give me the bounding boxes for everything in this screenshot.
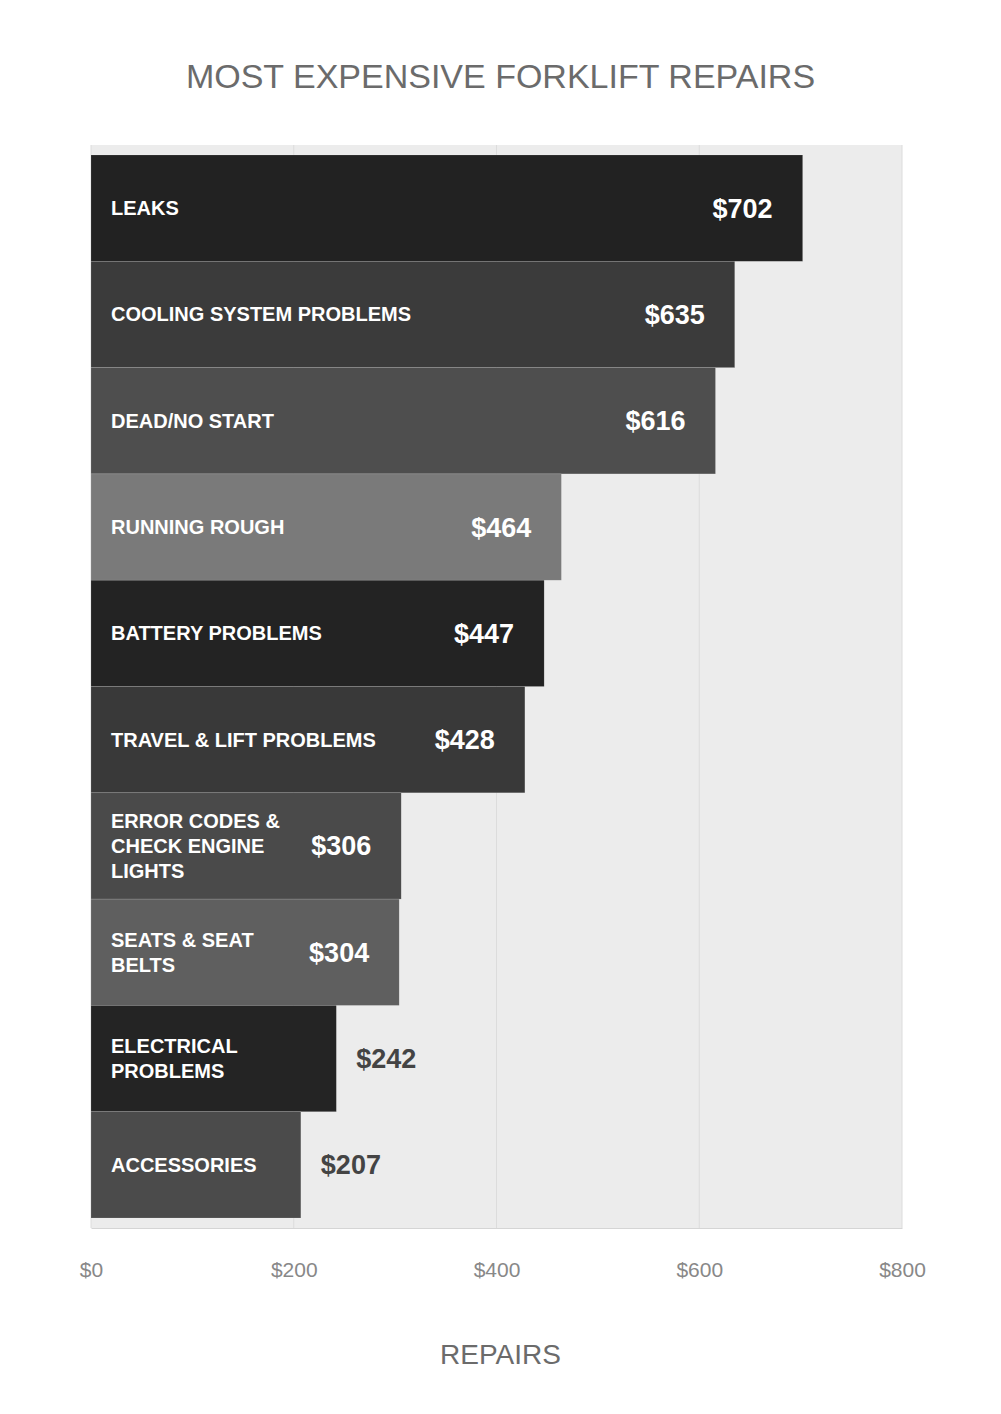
category-label: ERROR CODES &CHECK ENGINELIGHTS xyxy=(111,810,280,882)
bar xyxy=(91,1112,301,1218)
plot-background xyxy=(91,145,902,1228)
data-label: $428 xyxy=(435,725,495,755)
data-label: $464 xyxy=(471,513,531,543)
bars xyxy=(91,155,803,1218)
grid-line xyxy=(902,145,903,1228)
chart: MOST EXPENSIVE FORKLIFT REPAIRS $0 $200 $40… xyxy=(0,0,1001,1414)
axis-line xyxy=(92,1228,903,1229)
tick: $0 xyxy=(80,1228,103,1281)
tick: $600 xyxy=(676,1228,723,1281)
data-label: $616 xyxy=(625,406,685,436)
x-axis: $0 $200 $400 $600 $800 xyxy=(80,1228,926,1281)
bar xyxy=(91,1005,336,1111)
bar xyxy=(91,261,735,367)
axis-title: REPAIRS xyxy=(440,1339,561,1370)
category-label: TRAVEL & LIFT PROBLEMS xyxy=(111,729,376,751)
category-label: SEATS & SEATBELTS xyxy=(111,929,254,976)
labels: $702 LEAKS $635 COOLING SYSTEM PROBLEMS $616… xyxy=(111,194,773,1181)
tick-label: $0 xyxy=(80,1258,103,1281)
bar xyxy=(91,687,525,793)
category-label: RUNNING ROUGH xyxy=(111,516,284,538)
bar xyxy=(91,474,561,580)
tick: $200 xyxy=(271,1228,318,1281)
grid xyxy=(91,145,902,1228)
category-label: BATTERY PROBLEMS xyxy=(111,622,322,644)
data-label: $635 xyxy=(645,300,705,330)
tick-label: $200 xyxy=(271,1258,318,1281)
bar xyxy=(91,793,401,899)
category-label: ELECTRICALPROBLEMS xyxy=(111,1035,238,1082)
tick-label: $400 xyxy=(474,1258,521,1281)
data-label: $207 xyxy=(321,1150,381,1180)
bar xyxy=(91,155,803,261)
bar xyxy=(91,899,399,1005)
data-label: $702 xyxy=(713,194,773,224)
tick: $800 xyxy=(879,1228,926,1281)
data-label: $242 xyxy=(356,1044,416,1074)
tick-label: $800 xyxy=(879,1258,926,1281)
tick-label: $600 xyxy=(676,1258,723,1281)
data-label: $306 xyxy=(311,831,371,861)
data-label: $304 xyxy=(309,938,369,968)
category-label: ACCESSORIES xyxy=(111,1154,257,1176)
category-label: DEAD/NO START xyxy=(111,410,274,432)
tick: $400 xyxy=(474,1228,521,1281)
title: MOST EXPENSIVE FORKLIFT REPAIRS xyxy=(186,57,815,95)
category-label: COOLING SYSTEM PROBLEMS xyxy=(111,303,411,325)
bar xyxy=(91,368,715,474)
data-label: $447 xyxy=(454,619,514,649)
bar xyxy=(91,580,544,686)
category-label: LEAKS xyxy=(111,197,179,219)
